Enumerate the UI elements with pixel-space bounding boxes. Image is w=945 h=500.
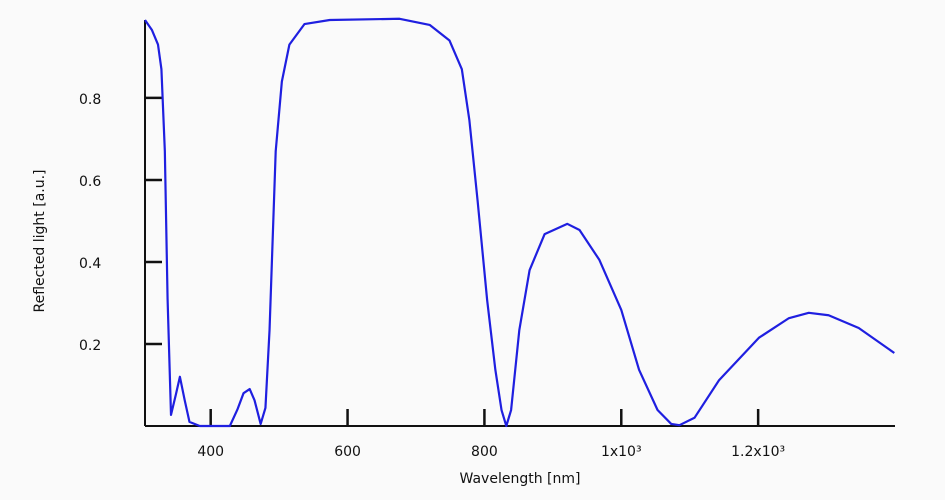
y-tick-label: 0.8 bbox=[79, 92, 101, 108]
data-line bbox=[144, 17, 895, 428]
x-tick-label: 600 bbox=[334, 444, 361, 460]
y-tick-label: 0.2 bbox=[79, 338, 101, 354]
x-tick-label: 400 bbox=[197, 444, 224, 460]
x-tick-label: 800 bbox=[471, 444, 498, 460]
x-tick-label: 1x10³ bbox=[601, 444, 642, 460]
y-tick-label: 0.6 bbox=[79, 174, 101, 190]
y-tick-label: 0.4 bbox=[79, 256, 101, 272]
x-tick-label: 1.2x10³ bbox=[731, 444, 785, 460]
y-axis-label: Reflected light [a.u.] bbox=[32, 169, 48, 312]
x-axis-label: Wavelength [nm] bbox=[460, 471, 581, 487]
